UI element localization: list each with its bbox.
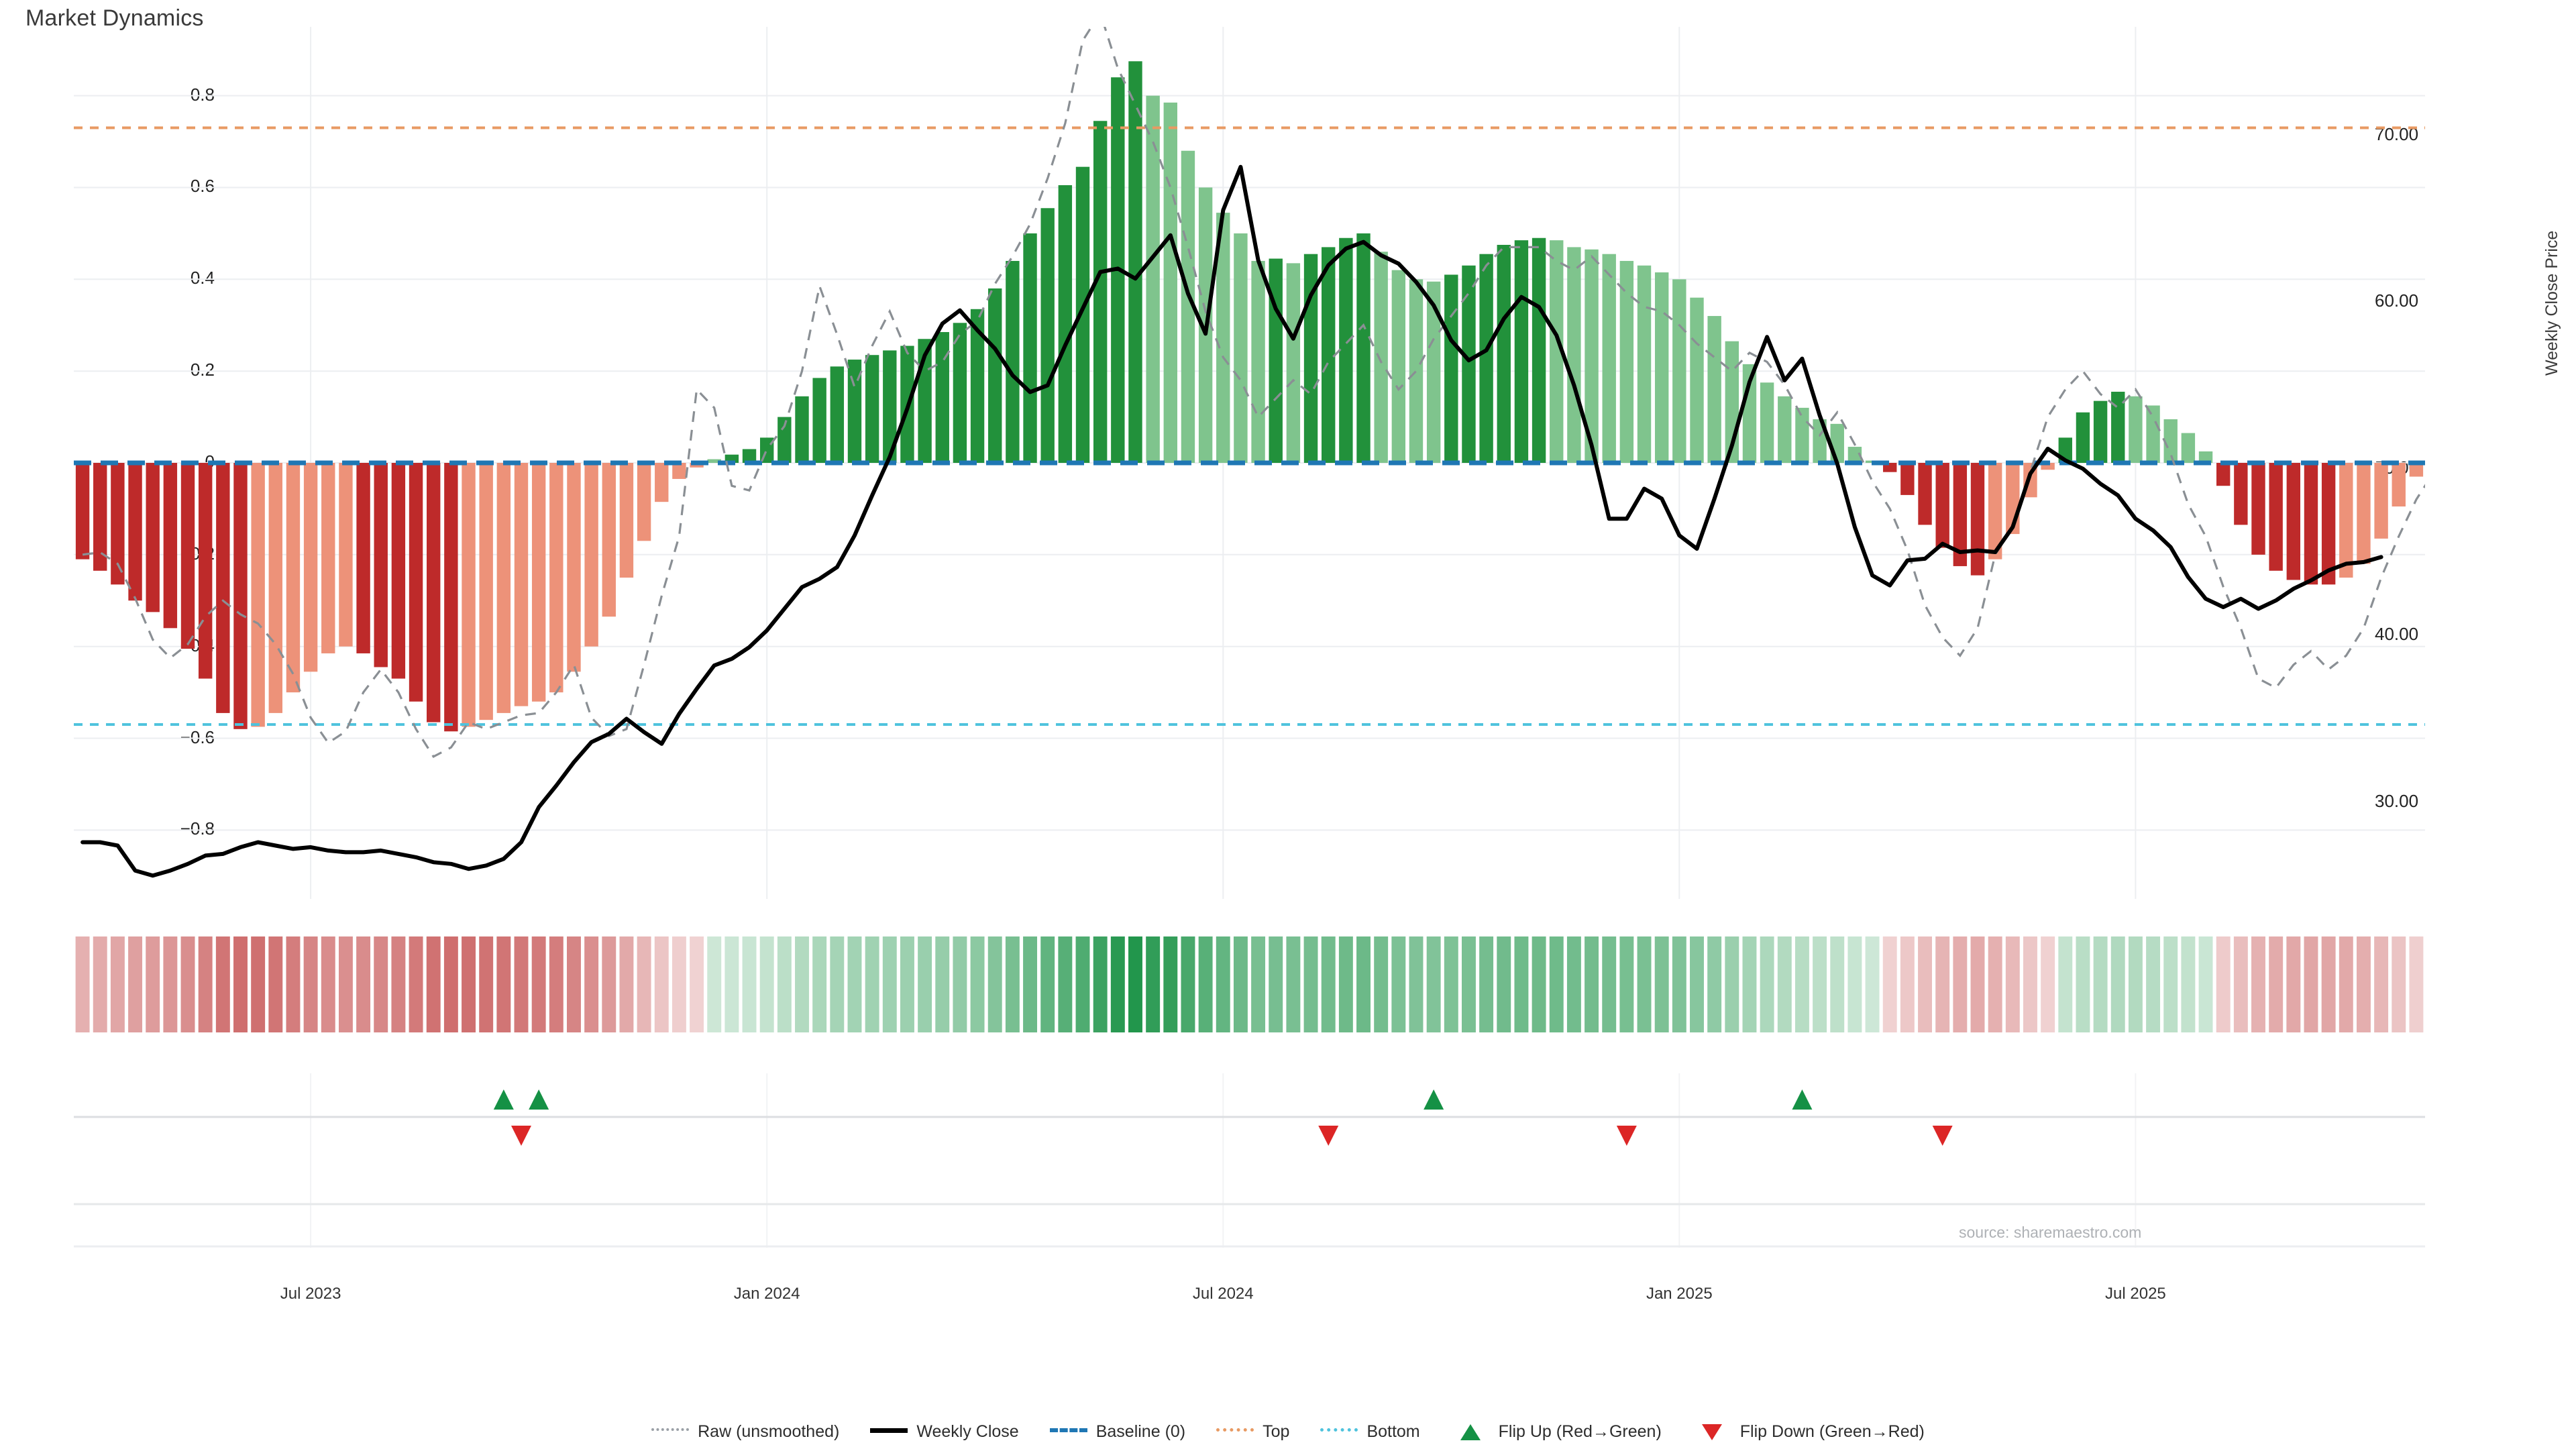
triangle-up-icon xyxy=(1460,1424,1481,1440)
legend-item[interactable]: Top xyxy=(1216,1422,1289,1442)
legend-line-swatch xyxy=(870,1428,908,1433)
legend-item[interactable]: Baseline (0) xyxy=(1049,1422,1186,1442)
legend-line-swatch xyxy=(1216,1428,1254,1432)
legend-item[interactable]: Flip Up (Red→Green) xyxy=(1451,1422,1662,1442)
x-tick-label: Jan 2025 xyxy=(1646,1285,1713,1303)
legend-line-swatch xyxy=(1320,1428,1358,1432)
flip-marker-row xyxy=(74,1073,2425,1161)
legend-item[interactable]: Bottom xyxy=(1320,1422,1420,1442)
legend-label: Flip Down (Green→Red) xyxy=(1739,1422,1925,1441)
legend-label: Raw (unsmoothed) xyxy=(698,1422,840,1441)
y-tick-left: −0.8 xyxy=(180,818,215,839)
legend-label: Weekly Close xyxy=(916,1422,1019,1441)
legend-swatch xyxy=(870,1428,908,1436)
chart-legend: Raw (unsmoothed) Weekly Close Baseline (0)… xyxy=(0,1422,2576,1442)
x-tick-label: Jul 2023 xyxy=(280,1285,341,1303)
legend-label: Baseline (0) xyxy=(1095,1422,1186,1441)
legend-item[interactable]: Raw (unsmoothed) xyxy=(651,1422,839,1442)
legend-swatch xyxy=(1320,1428,1358,1436)
x-tick-label: Jan 2024 xyxy=(733,1285,800,1303)
y-axis-right-label: Weekly Close Price xyxy=(2542,230,2561,376)
y-tick-right: 30.00 xyxy=(2375,790,2419,811)
legend-label: Flip Up (Red→Green) xyxy=(1498,1422,1662,1441)
main-plot-area xyxy=(74,27,2425,899)
legend-swatch xyxy=(651,1428,690,1436)
legend-label: Bottom xyxy=(1366,1422,1420,1441)
y-tick-left: 0.4 xyxy=(190,268,215,288)
y-tick-left: 0.2 xyxy=(190,360,215,380)
legend-swatch xyxy=(1049,1428,1087,1436)
legend-line-swatch xyxy=(1049,1428,1087,1432)
y-tick-right: 60.00 xyxy=(2375,290,2419,311)
y-tick-left: 0.8 xyxy=(190,84,215,105)
triangle-down-icon xyxy=(1701,1424,1722,1440)
legend-item[interactable]: Weekly Close xyxy=(870,1422,1019,1442)
legend-label: Top xyxy=(1263,1422,1290,1441)
source-attribution: source: sharemaestro.com xyxy=(1959,1224,2142,1241)
lower-gridline-area xyxy=(74,1161,2425,1248)
legend-swatch xyxy=(1216,1428,1254,1436)
y-tick-left: 0.6 xyxy=(190,176,215,197)
page-title: Market Dynamics xyxy=(25,5,204,31)
x-tick-label: Jul 2025 xyxy=(2105,1285,2166,1303)
legend-line-swatch xyxy=(651,1428,690,1431)
y-tick-right: 40.00 xyxy=(2375,624,2419,645)
legend-item[interactable]: Flip Down (Green→Red) xyxy=(1693,1422,1925,1442)
regime-heat-strip xyxy=(74,932,2425,1036)
x-tick-label: Jul 2024 xyxy=(1192,1285,1254,1303)
y-tick-left: −0.6 xyxy=(180,727,215,747)
